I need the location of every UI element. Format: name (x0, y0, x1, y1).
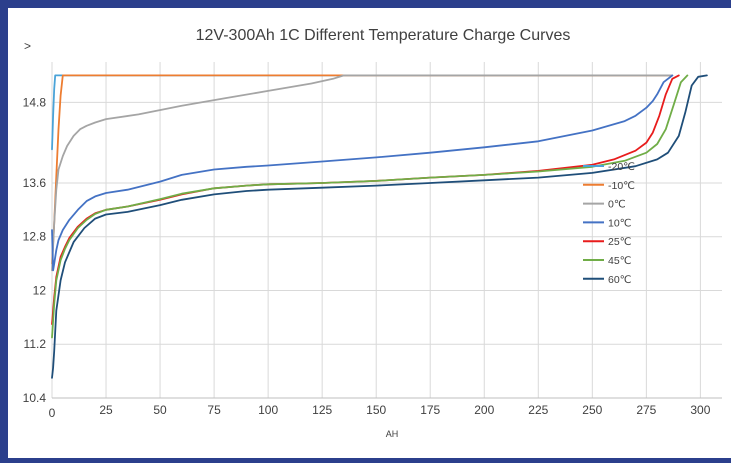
series-lines (51, 74, 708, 379)
y-tick-label: 13.6 (23, 176, 47, 190)
x-tick-label: 275 (636, 403, 656, 417)
legend-label: -20℃ (608, 161, 635, 173)
legend-label: 45℃ (608, 255, 631, 267)
legend-label: -10℃ (608, 180, 635, 192)
series-line-5 (51, 74, 689, 339)
y-tick-label: 14.8 (23, 95, 47, 109)
x-tick-label: 50 (153, 403, 167, 417)
chart-title: 12V-300Ah 1C Different Temperature Charg… (196, 27, 571, 44)
x-tick-label: 250 (582, 403, 602, 417)
x-tick-label: 25 (99, 403, 113, 417)
legend: -20℃ -10℃ 0℃ 10℃ 25℃ 45℃ 60℃ (583, 161, 635, 286)
x-tick-label: 0 (49, 406, 56, 420)
y-tick-label: 11.2 (24, 337, 47, 351)
series-line-2 (51, 74, 674, 272)
x-tick-label: 75 (207, 403, 221, 417)
legend-label: 10℃ (608, 217, 631, 229)
gridlines (51, 62, 722, 399)
y-tick-label: 10.4 (23, 391, 47, 405)
y-tick-label: 12.8 (23, 230, 47, 244)
x-tick-label: 150 (366, 403, 386, 417)
series-line-6 (51, 74, 708, 379)
x-tick-label: 300 (690, 403, 710, 417)
x-tick-label: 175 (420, 403, 440, 417)
x-tick-label: 125 (312, 403, 332, 417)
x-tick-label: 200 (474, 403, 494, 417)
legend-label: 0℃ (608, 199, 626, 211)
y-tick-label: 12 (33, 283, 47, 297)
series-line-3 (51, 74, 674, 272)
y-axis-label: > (24, 39, 31, 53)
tick-labels: 10.4 11.2 12 12.8 13.6 14.8 0 25 50 75 100 125 150 17… (23, 95, 711, 420)
legend-label: 60℃ (608, 274, 631, 286)
series-line-1 (51, 74, 674, 265)
x-tick-label: 100 (258, 403, 278, 417)
x-tick-label: 225 (528, 403, 548, 417)
legend-label: 25℃ (608, 236, 631, 248)
x-axis-label: AH (386, 429, 399, 439)
